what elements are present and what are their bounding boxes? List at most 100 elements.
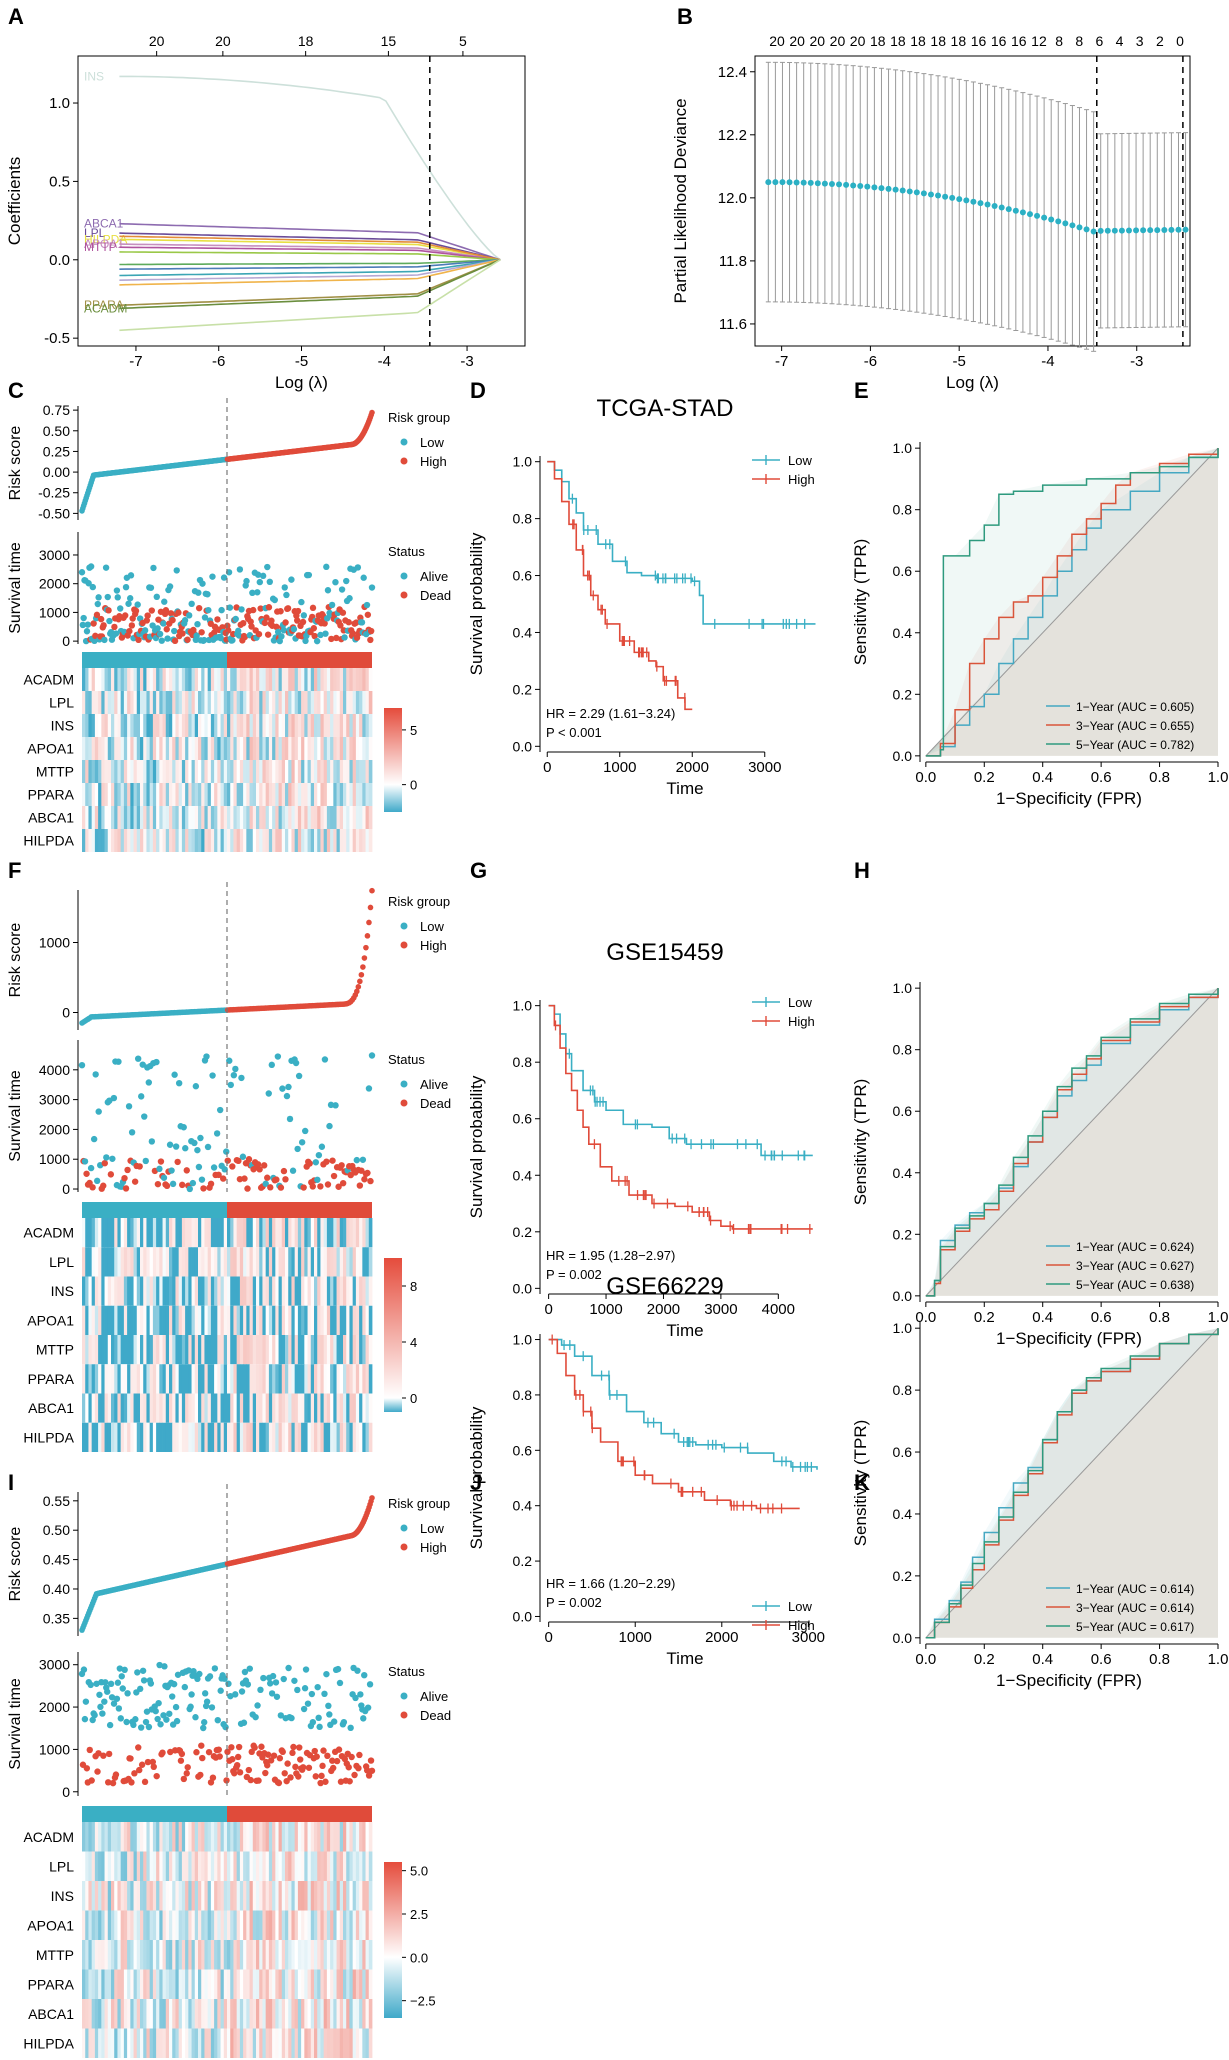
panel-c-heat-cell (320, 691, 325, 714)
panel-b-point (913, 189, 920, 196)
panel-c-heat-cell (178, 760, 183, 783)
panel-i-heat-cell (204, 1881, 209, 1911)
panel-i-heat-cell (291, 1881, 296, 1911)
panel-c-heat-cell (243, 714, 247, 737)
panel-i-heat-cell (146, 1881, 151, 1911)
panel-i-time-point (361, 1671, 368, 1679)
panel-f-heat-cell (107, 1393, 112, 1423)
panel-f-heat-cell (346, 1393, 350, 1423)
panel-i-heat-cell (252, 1969, 257, 1999)
panel-i-time-point (333, 1757, 341, 1765)
panel-f-heat-cell (111, 1218, 115, 1248)
panel-c-heat-cell (285, 668, 289, 691)
panel-c-heat-cell (233, 829, 238, 852)
panel-f-heat-cell (323, 1276, 328, 1306)
panel-i-scale-label: 0.0 (410, 1950, 428, 1965)
panel-f-time-point (282, 1176, 289, 1183)
panel-f-heat-cell (336, 1393, 341, 1423)
panel-c-heat-cell (317, 714, 321, 737)
panel-c-heat-cell (278, 760, 283, 783)
panel-f-heat-cell (355, 1364, 360, 1394)
panel-c-heat-cell (227, 714, 231, 737)
panel-i-heat-cell (127, 1851, 131, 1881)
panel-i-heat-cell (362, 1881, 366, 1911)
panel-f-heat-cell (346, 1422, 350, 1452)
panel-i-heat-cell (101, 1999, 105, 2029)
panel-i-heat-cell (198, 1910, 202, 1940)
panel-c-heat-cell (278, 691, 283, 714)
panel-c-heat-cell (194, 691, 199, 714)
panel-f-heat-cell (243, 1393, 247, 1423)
panel-f-heat-cell (94, 1393, 99, 1423)
panel-i-heat-cell (278, 1910, 283, 1940)
panel-f-heat-cell (288, 1335, 292, 1365)
panel-i-heat-cell (362, 2028, 366, 2058)
panel-c-heat-cell (339, 668, 344, 691)
panel-c-heat-cell (278, 806, 283, 829)
panel-c-heat-cell (314, 668, 318, 691)
panel-f-heat-cell (104, 1276, 109, 1306)
panel-i-heat-cell (281, 2028, 286, 2058)
panel-f-heat-cell (130, 1393, 134, 1423)
panel-c-heat-cell (307, 806, 312, 829)
panel-i-heat-cell (320, 1940, 325, 1970)
panel-b-point (1161, 226, 1168, 233)
panel-g-ytick-label: 0.6 (513, 1111, 533, 1127)
panel-i-heat-cell (349, 1851, 354, 1881)
panel-c-time-point (249, 589, 256, 597)
panel-f-heat-cell (323, 1364, 328, 1394)
panel-e-ytick-label: 0.4 (893, 625, 913, 641)
panel-f-heat-cell (207, 1364, 212, 1394)
panel-c-heat-cell (120, 760, 125, 783)
panel-c-heat-cell (88, 737, 93, 760)
panel-k-ytick-label: 1.0 (893, 1320, 913, 1336)
panel-i-time-point (102, 1679, 109, 1686)
panel-f-heat-cell (214, 1276, 218, 1306)
panel-c-heat-cell (230, 783, 234, 806)
panel-d-ytick-label: 0.4 (513, 624, 533, 640)
panel-d-ytick-label: 0.6 (513, 568, 533, 584)
panel-e-xtick-label: 0.8 (1149, 769, 1170, 786)
panel-f-heat-cell (227, 1335, 231, 1365)
panel-label-H: H (854, 858, 870, 883)
panel-c-heat-cell (214, 783, 218, 806)
panel-i-risk-point (369, 1495, 375, 1501)
panel-c-heat-cell (91, 829, 96, 852)
panel-h-xtick-label: 0.4 (1032, 1309, 1053, 1326)
panel-i-heat-cell (94, 1851, 99, 1881)
panel-c-heat-cell (346, 668, 350, 691)
panel-f-heat-cell (210, 1335, 215, 1365)
panel-i-time-point (145, 1723, 153, 1731)
panel-i-heat-cell (123, 1969, 128, 1999)
panel-a-xtick-label: -5 (295, 353, 308, 370)
panel-i-heat-cell (214, 1881, 218, 1911)
panel-i-heat-cell (194, 1910, 199, 1940)
panel-i-heat-cell (365, 1881, 370, 1911)
panel-f-heat-cell (285, 1422, 289, 1452)
panel-f-heat-cell (201, 1218, 205, 1248)
panel-f-heat-cell (133, 1305, 138, 1335)
panel-c-heat-cell (162, 668, 167, 691)
panel-c-time-point (80, 614, 87, 622)
panel-k-ytick-label: 0.4 (893, 1506, 913, 1522)
panel-f-heat-cell (220, 1422, 225, 1452)
panel-c-time-point (153, 593, 160, 601)
panel-f-time-point (153, 1058, 160, 1066)
panel-i-heat-cell (320, 2028, 325, 2058)
panel-c-time-point (84, 621, 92, 628)
panel-i-time-point (137, 1724, 145, 1731)
panel-i-heat-cell (343, 1940, 347, 1970)
panel-i-heat-cell (217, 1851, 221, 1881)
panel-c-heat-cell (104, 783, 109, 806)
panel-i-heat-cell (310, 1881, 315, 1911)
panel-i-heat-cell (217, 2028, 221, 2058)
panel-i-heat-cell (259, 1940, 263, 1970)
panel-i-heat-cell (333, 2028, 337, 2058)
panel-f-heat-cell (91, 1393, 96, 1423)
panel-f-heat-cell (188, 1305, 192, 1335)
panel-c-time-point (111, 623, 118, 631)
panel-i-heat-cell (320, 1851, 325, 1881)
panel-c-time-point (83, 628, 91, 635)
panel-i-time-point (203, 1698, 211, 1705)
panel-c-heat-cell (233, 783, 238, 806)
